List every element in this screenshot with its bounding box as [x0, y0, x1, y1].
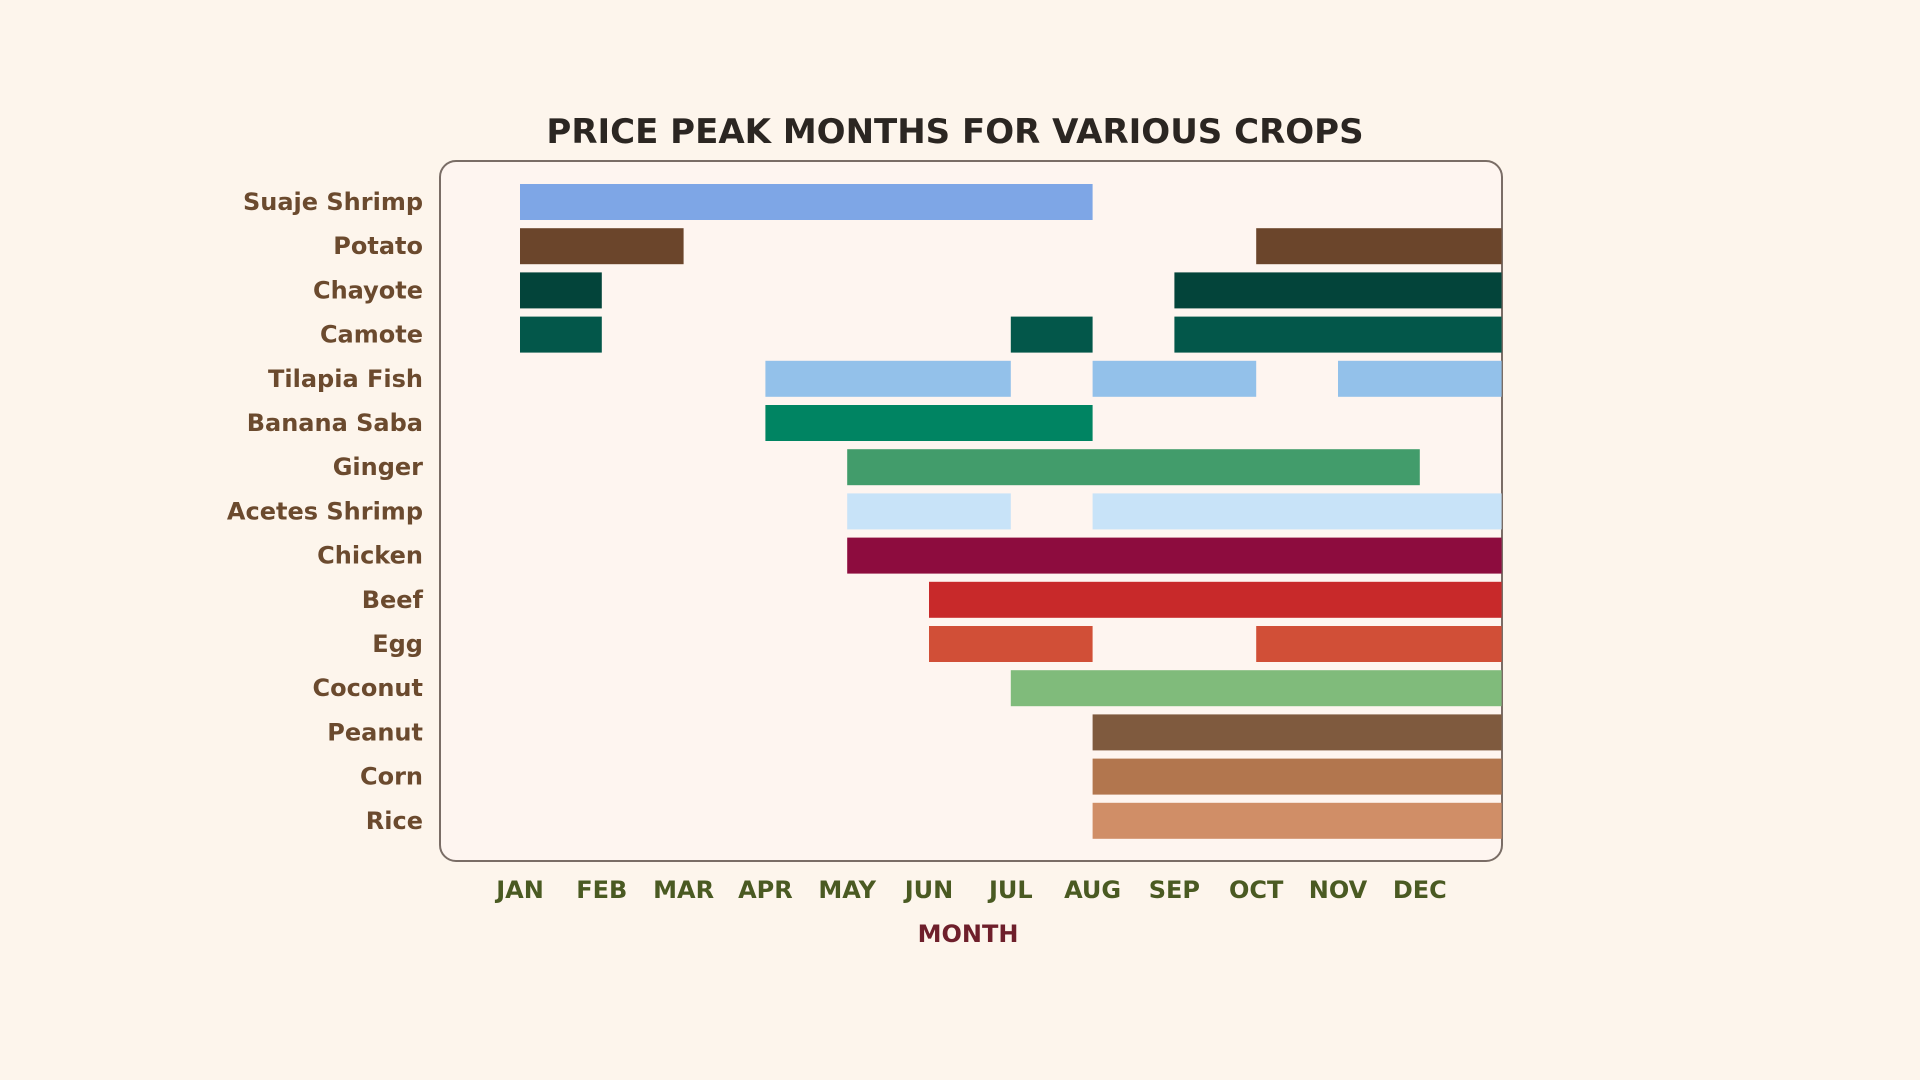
bar-tilapia-fish-2 — [1092, 360, 1257, 397]
month-tick-jan: JAN — [494, 876, 544, 904]
month-tick-dec: DEC — [1393, 876, 1447, 904]
bar-camote-3 — [1174, 316, 1502, 353]
bars-layer — [520, 184, 1502, 839]
bar-suaje-shrimp-1 — [520, 184, 1093, 220]
bar-camote-1 — [520, 316, 602, 353]
row-label-chayote: Chayote — [313, 276, 423, 304]
row-label-acetes-shrimp: Acetes Shrimp — [227, 497, 423, 525]
bar-tilapia-fish-1 — [765, 360, 1011, 397]
row-label-chicken: Chicken — [317, 542, 423, 570]
bar-egg-1 — [929, 626, 1093, 662]
row-label-corn: Corn — [360, 763, 423, 791]
row-label-peanut: Peanut — [327, 718, 423, 746]
bar-banana-saba-1 — [765, 405, 1093, 441]
bar-corn-1 — [1092, 758, 1502, 795]
month-tick-apr: APR — [738, 876, 793, 904]
month-tick-may: MAY — [818, 876, 876, 904]
x-axis-title: MONTH — [918, 920, 1019, 948]
month-tick-nov: NOV — [1309, 876, 1368, 904]
month-tick-oct: OCT — [1229, 876, 1284, 904]
bar-peanut-1 — [1092, 714, 1502, 751]
row-label-coconut: Coconut — [313, 674, 423, 702]
row-label-beef: Beef — [362, 586, 424, 614]
month-axis: JAN FEB MAR APR MAY JUN JUL AUG SEP OCT NOV DEC — [494, 876, 1447, 904]
row-label-tilapia-fish: Tilapia Fish — [268, 365, 423, 393]
bar-beef-1 — [929, 581, 1502, 618]
row-label-egg: Egg — [372, 630, 423, 658]
bar-chayote-1 — [520, 272, 602, 309]
row-label-rice: Rice — [366, 807, 423, 835]
bar-acetes-shrimp-1 — [847, 493, 1011, 530]
bar-acetes-shrimp-2 — [1092, 493, 1502, 530]
bar-potato-1 — [520, 228, 684, 265]
bar-egg-2 — [1256, 626, 1502, 662]
bar-coconut-1 — [1010, 670, 1502, 707]
row-labels: Suaje Shrimp Potato Chayote Camote Tilapia F… — [227, 188, 424, 835]
bar-chayote-2 — [1174, 272, 1502, 309]
month-tick-jun: JUN — [903, 876, 954, 904]
month-tick-aug: AUG — [1064, 876, 1121, 904]
bar-potato-2 — [1256, 228, 1502, 265]
row-label-potato: Potato — [333, 232, 423, 260]
row-label-suaje-shrimp: Suaje Shrimp — [243, 188, 423, 216]
month-tick-sep: SEP — [1149, 876, 1200, 904]
month-tick-mar: MAR — [653, 876, 714, 904]
row-label-ginger: Ginger — [333, 453, 423, 481]
row-label-camote: Camote — [320, 321, 423, 349]
bar-rice-1 — [1092, 802, 1502, 839]
row-label-banana-saba: Banana Saba — [247, 409, 423, 437]
month-tick-jul: JUL — [987, 876, 1033, 904]
month-tick-feb: FEB — [576, 876, 627, 904]
bar-chicken-1 — [847, 537, 1502, 574]
bar-ginger-1 — [847, 449, 1420, 486]
bar-camote-2 — [1010, 316, 1093, 353]
bar-tilapia-fish-3 — [1338, 360, 1502, 397]
chart-title: Price Peak Months for Various Crops — [546, 112, 1363, 152]
